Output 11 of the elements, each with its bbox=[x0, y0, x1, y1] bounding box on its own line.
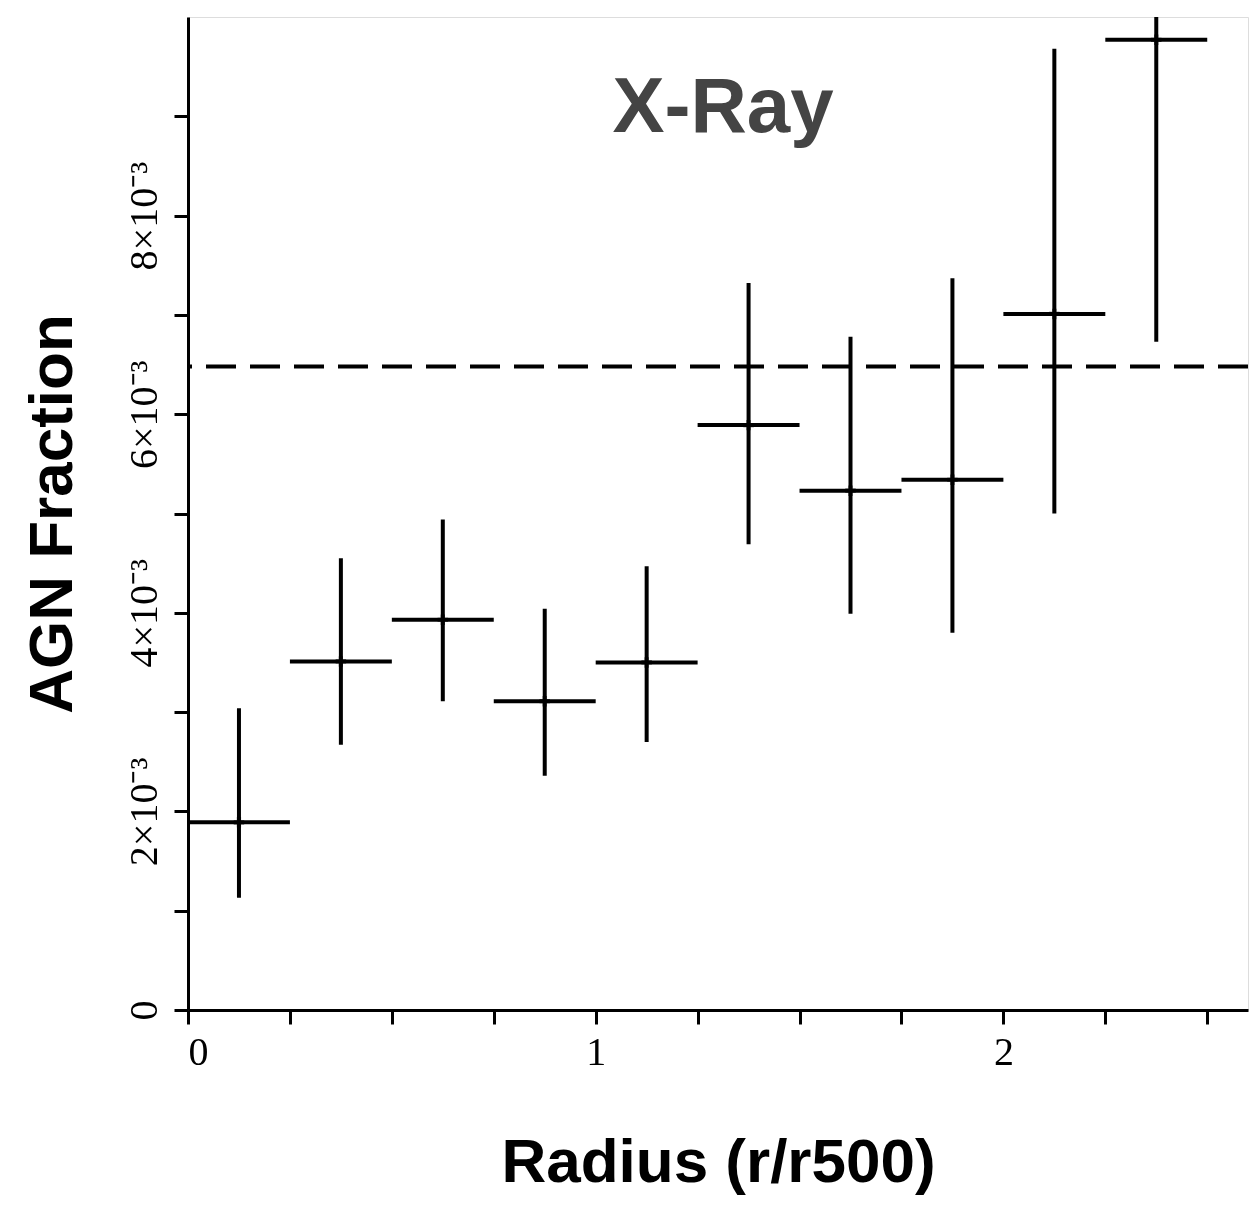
x-tick-label: 2 bbox=[993, 1028, 1014, 1074]
y-axis-title: AGN Fraction bbox=[15, 314, 85, 714]
x-tick-label: 1 bbox=[586, 1028, 607, 1074]
y-tick-label: 6×10⁻³ bbox=[120, 360, 166, 469]
y-tick-label: 4×10⁻³ bbox=[120, 559, 166, 668]
y-tick-label: 0 bbox=[120, 1000, 166, 1021]
text: X-Ray bbox=[612, 61, 834, 149]
y-tick-label: 8×10⁻³ bbox=[120, 161, 166, 271]
y-tick-label: 2×10⁻³ bbox=[120, 757, 166, 867]
x-axis-title: Radius (r/r500) bbox=[501, 1125, 936, 1195]
x-tick-label: 0 bbox=[188, 1028, 209, 1074]
